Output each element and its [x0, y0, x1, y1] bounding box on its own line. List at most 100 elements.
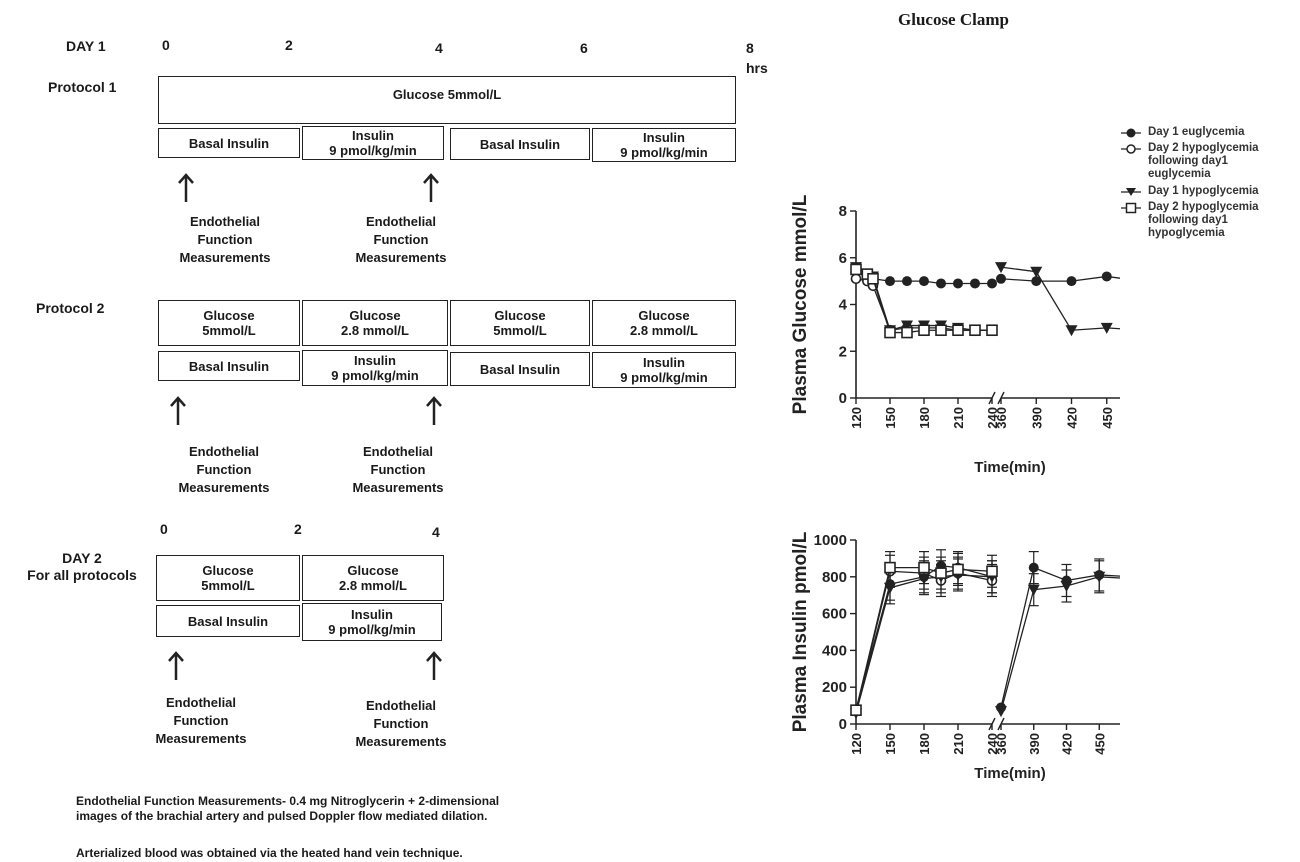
x-tick-label: 180	[917, 407, 932, 429]
footnote-measurements: Endothelial Function Measurements- 0.4 m…	[76, 794, 500, 823]
up-arrow-icon	[423, 173, 439, 202]
y-tick-label: 800	[822, 569, 847, 586]
data-point	[918, 324, 930, 337]
x-tick-label: 240	[985, 407, 1000, 429]
endothelial-measurement-label: Endothelial Function Measurements	[178, 444, 270, 495]
protocol2-insulin-box-4: Insulin 9 pmol/kg/min	[592, 352, 736, 388]
chart-plot-group: 02468120150180210240360390420450480Plasm…	[790, 194, 1120, 476]
protocol1-insulin-box-1: Basal Insulin	[158, 128, 300, 158]
data-point	[970, 278, 980, 289]
y-tick-label: 1000	[814, 532, 847, 549]
data-point	[867, 272, 879, 285]
data-point	[935, 567, 947, 579]
data-point	[1100, 322, 1113, 334]
day1-hours-unit: hrs	[746, 60, 768, 76]
x-tick-label: 450	[1092, 733, 1107, 755]
data-point	[996, 273, 1006, 284]
x-axis-title: Time(min)	[974, 459, 1045, 476]
data-point	[986, 565, 998, 578]
data-point	[953, 278, 963, 289]
day2-glucose-box-1: Glucose 5mmol/L	[156, 555, 300, 601]
data-point	[952, 324, 964, 337]
legend-label: Day 2 hypoglycemia following day1 euglyc…	[1148, 142, 1259, 180]
y-axis-title: Plasma Glucose mmol/L	[790, 194, 811, 414]
data-point	[935, 324, 947, 337]
day1-tick-0: 0	[162, 37, 170, 53]
data-point	[919, 276, 929, 287]
day2-insulin-box-2: Insulin 9 pmol/kg/min	[302, 603, 442, 641]
x-tick-label: 150	[883, 407, 898, 429]
x-tick-label: 390	[1027, 733, 1042, 755]
protocol2-glucose-box-1: Glucose 5mmol/L	[158, 300, 300, 346]
protocol2-glucose-box-3: Glucose 5mmol/L	[450, 300, 590, 346]
series-line	[1000, 576, 1120, 712]
y-tick-label: 0	[839, 390, 847, 407]
day1-tick-6: 6	[580, 40, 588, 56]
up-arrow-icon	[426, 651, 442, 680]
endothelial-measurement-label: Endothelial Function Measurements	[355, 214, 447, 265]
filled-triangle-down-marker-icon	[1121, 188, 1141, 196]
y-tick-label: 6	[839, 250, 847, 267]
legend-label: Day 1 hypoglycemia	[1148, 185, 1259, 197]
y-tick-label: 4	[839, 297, 848, 314]
data-point	[850, 273, 862, 285]
day1-tick-2: 2	[285, 37, 293, 53]
y-tick-label: 0	[839, 716, 847, 733]
y-tick-label: 600	[822, 606, 847, 623]
day2-tick-2: 2	[294, 521, 302, 537]
y-tick-label: 2	[839, 343, 847, 360]
endothelial-measurement-label: Endothelial Function Measurements	[179, 214, 271, 265]
day1-tick-4: 4	[435, 40, 443, 56]
data-point	[1027, 584, 1040, 596]
legend-item: Day 1 euglycemia	[1120, 126, 1295, 142]
data-point	[884, 561, 896, 574]
x-tick-label: 150	[883, 733, 898, 755]
legend-item: Day 2 hypoglycemia following day1 euglyc…	[1120, 142, 1295, 185]
protocol1-glucose-bar: Glucose 5mmol/L	[158, 76, 736, 124]
data-point	[884, 326, 896, 339]
data-point	[902, 276, 912, 287]
legend-label: Day 1 euglycemia	[1148, 126, 1245, 138]
day2-tick-4: 4	[432, 524, 440, 540]
legend-label: Day 2 hypoglycemia following day1 hypogl…	[1148, 201, 1259, 239]
day2-tick-0: 0	[160, 521, 168, 537]
x-tick-label: 390	[1029, 407, 1044, 429]
protocol2-label: Protocol 2	[36, 300, 105, 316]
legend-item: Day 1 hypoglycemia	[1120, 185, 1295, 201]
data-point	[995, 262, 1007, 274]
protocol2-glucose-box-4: Glucose 2.8 mmol/L	[592, 300, 736, 346]
data-point	[1065, 325, 1078, 337]
day2-glucose-box-2: Glucose 2.8 mmol/L	[302, 555, 444, 601]
data-point	[1060, 581, 1073, 592]
data-point	[901, 326, 913, 339]
endothelial-measurement-label: Endothelial Function Measurements	[155, 695, 247, 746]
data-point	[987, 278, 997, 289]
x-tick-label: 120	[849, 407, 864, 429]
endothelial-measurement-label: Endothelial Function Measurements	[355, 698, 447, 749]
data-point	[1101, 271, 1112, 282]
data-point	[952, 563, 964, 576]
x-tick-label: 120	[849, 733, 864, 755]
glucose-chart: 02468120150180210240360390420450480Plasm…	[790, 194, 1120, 476]
data-point	[1093, 571, 1106, 583]
x-tick-label: 420	[1065, 407, 1080, 429]
y-tick-label: 8	[839, 203, 847, 220]
up-arrow-icon	[178, 173, 194, 202]
protocol2-insulin-box-3: Basal Insulin	[450, 352, 590, 386]
x-tick-label: 360	[994, 733, 1009, 755]
legend-item: Day 2 hypoglycemia following day1 hypogl…	[1120, 201, 1295, 244]
data-point	[1030, 266, 1043, 278]
x-tick-label: 210	[951, 407, 966, 429]
data-point	[1066, 276, 1077, 287]
up-arrow-icon	[168, 651, 184, 680]
data-point	[1031, 276, 1042, 287]
protocol1-label: Protocol 1	[48, 79, 117, 95]
day2-insulin-box-1: Basal Insulin	[156, 605, 300, 637]
data-point	[936, 278, 946, 289]
day2-label: DAY 2 For all protocols	[27, 550, 137, 583]
up-arrow-icon	[170, 396, 186, 425]
x-tick-label: 210	[951, 733, 966, 755]
up-arrow-icon	[426, 396, 442, 425]
data-point	[850, 263, 862, 276]
